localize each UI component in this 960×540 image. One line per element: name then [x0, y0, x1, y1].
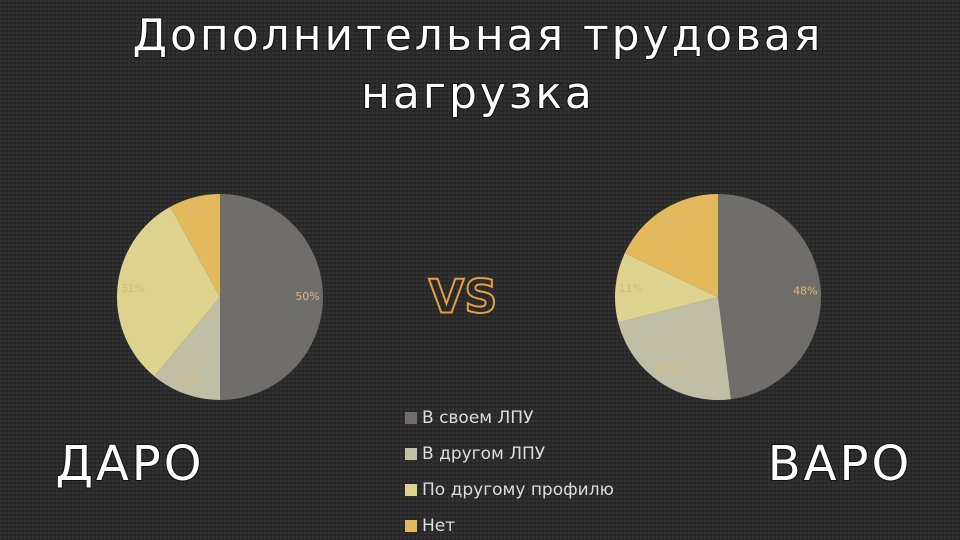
legend-label: В другом ЛПУ [422, 444, 546, 464]
slice-label: 11% [619, 282, 643, 295]
slice-label: 11% [178, 372, 202, 385]
pie-name: ДАРО [55, 436, 204, 492]
pie-slice [154, 297, 220, 400]
pie-slice [624, 194, 718, 297]
legend-label: В своем ЛПУ [422, 408, 534, 428]
slice-label: 8% [190, 205, 207, 218]
pie-slice [718, 194, 821, 400]
pie-name: ВАРО [768, 436, 913, 492]
pie-slice [116, 206, 220, 377]
pie-slice [618, 297, 731, 400]
legend-swatch [405, 412, 417, 424]
legend-swatch [405, 448, 417, 460]
legend-swatch [405, 520, 417, 532]
pie-slice [220, 194, 323, 400]
title: нагрузка [361, 68, 595, 119]
slice-label: 48% [793, 285, 817, 298]
slice-label: 50% [295, 290, 319, 303]
slice-label: 31% [121, 282, 145, 295]
legend-label: По другому профилю [422, 480, 614, 500]
pie-slice [170, 194, 220, 297]
slice-label: 23% [657, 362, 681, 375]
vs-text: VS [429, 270, 498, 324]
legend-label: Нет [422, 516, 455, 536]
slice-label: 18% [659, 216, 683, 229]
title: Дополнительная трудовая [133, 10, 824, 61]
legend-swatch [405, 484, 417, 496]
pie-slice [614, 253, 718, 323]
